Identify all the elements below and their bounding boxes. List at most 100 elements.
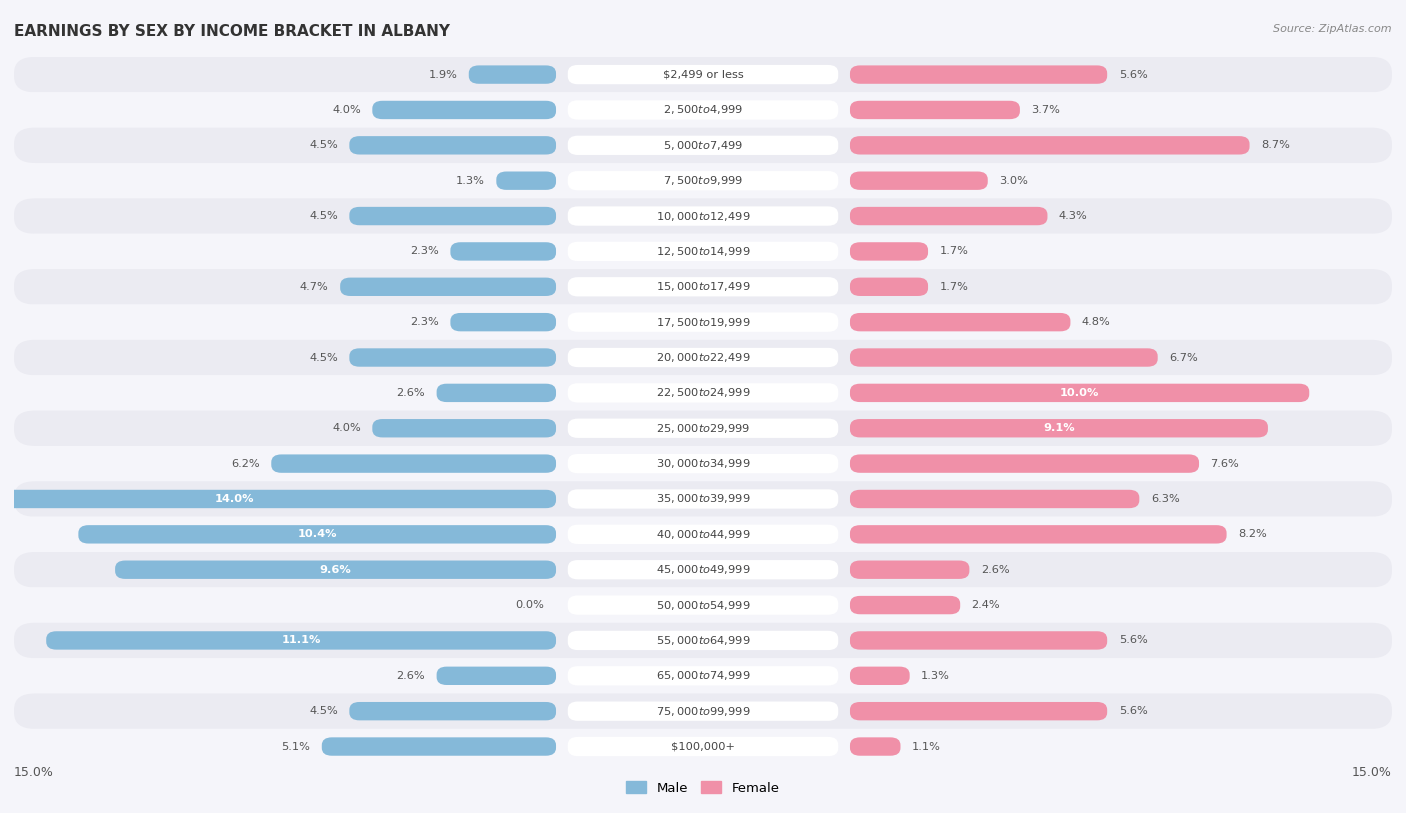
FancyBboxPatch shape xyxy=(14,304,1392,340)
Text: 5.6%: 5.6% xyxy=(1119,70,1147,80)
Text: 4.7%: 4.7% xyxy=(299,282,329,292)
FancyBboxPatch shape xyxy=(851,65,1107,84)
FancyBboxPatch shape xyxy=(851,242,928,261)
Text: $15,000 to $17,499: $15,000 to $17,499 xyxy=(655,280,751,293)
FancyBboxPatch shape xyxy=(14,517,1392,552)
FancyBboxPatch shape xyxy=(322,737,555,756)
Text: 1.7%: 1.7% xyxy=(939,246,969,256)
Text: $35,000 to $39,999: $35,000 to $39,999 xyxy=(655,493,751,506)
Text: $40,000 to $44,999: $40,000 to $44,999 xyxy=(655,528,751,541)
Text: 7.6%: 7.6% xyxy=(1211,459,1239,468)
FancyBboxPatch shape xyxy=(340,277,555,296)
FancyBboxPatch shape xyxy=(568,171,838,190)
Text: $2,499 or less: $2,499 or less xyxy=(662,70,744,80)
Text: $25,000 to $29,999: $25,000 to $29,999 xyxy=(655,422,751,435)
Legend: Male, Female: Male, Female xyxy=(621,776,785,800)
Text: 2.4%: 2.4% xyxy=(972,600,1000,610)
FancyBboxPatch shape xyxy=(568,489,838,509)
FancyBboxPatch shape xyxy=(851,525,1226,544)
Text: 2.6%: 2.6% xyxy=(396,388,425,398)
FancyBboxPatch shape xyxy=(568,241,838,261)
FancyBboxPatch shape xyxy=(851,667,910,685)
Text: 4.0%: 4.0% xyxy=(332,424,361,433)
Text: $10,000 to $12,499: $10,000 to $12,499 xyxy=(655,210,751,223)
FancyBboxPatch shape xyxy=(851,454,1199,473)
Text: $50,000 to $54,999: $50,000 to $54,999 xyxy=(655,598,751,611)
FancyBboxPatch shape xyxy=(568,65,838,85)
Text: $55,000 to $64,999: $55,000 to $64,999 xyxy=(655,634,751,647)
Text: $7,500 to $9,999: $7,500 to $9,999 xyxy=(664,174,742,187)
Text: 9.6%: 9.6% xyxy=(319,565,352,575)
Text: 8.7%: 8.7% xyxy=(1261,141,1289,150)
Text: $17,500 to $19,999: $17,500 to $19,999 xyxy=(655,315,751,328)
Text: 4.5%: 4.5% xyxy=(309,141,337,150)
FancyBboxPatch shape xyxy=(468,65,555,84)
FancyBboxPatch shape xyxy=(14,729,1392,764)
FancyBboxPatch shape xyxy=(14,587,1392,623)
FancyBboxPatch shape xyxy=(496,172,555,190)
FancyBboxPatch shape xyxy=(851,737,900,756)
FancyBboxPatch shape xyxy=(568,524,838,544)
FancyBboxPatch shape xyxy=(349,136,555,154)
FancyBboxPatch shape xyxy=(568,666,838,685)
FancyBboxPatch shape xyxy=(568,560,838,580)
FancyBboxPatch shape xyxy=(568,383,838,402)
FancyBboxPatch shape xyxy=(851,702,1107,720)
FancyBboxPatch shape xyxy=(14,375,1392,411)
FancyBboxPatch shape xyxy=(0,489,555,508)
Text: 10.4%: 10.4% xyxy=(298,529,337,539)
Text: 2.3%: 2.3% xyxy=(411,246,439,256)
Text: EARNINGS BY SEX BY INCOME BRACKET IN ALBANY: EARNINGS BY SEX BY INCOME BRACKET IN ALB… xyxy=(14,24,450,39)
FancyBboxPatch shape xyxy=(14,693,1392,729)
Text: $75,000 to $99,999: $75,000 to $99,999 xyxy=(655,705,751,718)
Text: 6.2%: 6.2% xyxy=(231,459,260,468)
Text: 1.3%: 1.3% xyxy=(921,671,950,680)
Text: 5.6%: 5.6% xyxy=(1119,706,1147,716)
FancyBboxPatch shape xyxy=(568,454,838,473)
FancyBboxPatch shape xyxy=(349,702,555,720)
FancyBboxPatch shape xyxy=(14,234,1392,269)
FancyBboxPatch shape xyxy=(851,489,1139,508)
FancyBboxPatch shape xyxy=(14,481,1392,517)
FancyBboxPatch shape xyxy=(14,128,1392,163)
FancyBboxPatch shape xyxy=(568,631,838,650)
FancyBboxPatch shape xyxy=(568,419,838,438)
FancyBboxPatch shape xyxy=(14,623,1392,659)
FancyBboxPatch shape xyxy=(349,207,555,225)
Text: 4.8%: 4.8% xyxy=(1083,317,1111,327)
FancyBboxPatch shape xyxy=(271,454,555,473)
FancyBboxPatch shape xyxy=(851,207,1047,225)
Text: 1.9%: 1.9% xyxy=(429,70,457,80)
FancyBboxPatch shape xyxy=(568,277,838,297)
Text: $5,000 to $7,499: $5,000 to $7,499 xyxy=(664,139,742,152)
FancyBboxPatch shape xyxy=(115,560,555,579)
Text: 0.0%: 0.0% xyxy=(516,600,544,610)
Text: $22,500 to $24,999: $22,500 to $24,999 xyxy=(655,386,751,399)
FancyBboxPatch shape xyxy=(851,631,1107,650)
Text: 1.1%: 1.1% xyxy=(912,741,941,751)
FancyBboxPatch shape xyxy=(851,560,969,579)
FancyBboxPatch shape xyxy=(79,525,555,544)
Text: 1.7%: 1.7% xyxy=(939,282,969,292)
Text: 5.6%: 5.6% xyxy=(1119,636,1147,646)
FancyBboxPatch shape xyxy=(14,659,1392,693)
FancyBboxPatch shape xyxy=(568,207,838,226)
FancyBboxPatch shape xyxy=(14,269,1392,304)
FancyBboxPatch shape xyxy=(14,92,1392,128)
Text: 14.0%: 14.0% xyxy=(215,494,254,504)
FancyBboxPatch shape xyxy=(568,136,838,155)
FancyBboxPatch shape xyxy=(349,348,555,367)
FancyBboxPatch shape xyxy=(851,384,1309,402)
FancyBboxPatch shape xyxy=(450,242,555,261)
FancyBboxPatch shape xyxy=(437,667,555,685)
Text: $30,000 to $34,999: $30,000 to $34,999 xyxy=(655,457,751,470)
FancyBboxPatch shape xyxy=(14,446,1392,481)
Text: 9.1%: 9.1% xyxy=(1043,424,1074,433)
Text: 6.3%: 6.3% xyxy=(1152,494,1180,504)
FancyBboxPatch shape xyxy=(437,384,555,402)
Text: 2.3%: 2.3% xyxy=(411,317,439,327)
Text: $2,500 to $4,999: $2,500 to $4,999 xyxy=(664,103,742,116)
FancyBboxPatch shape xyxy=(851,136,1250,154)
Text: 3.0%: 3.0% xyxy=(1000,176,1028,185)
Text: 2.6%: 2.6% xyxy=(981,565,1010,575)
